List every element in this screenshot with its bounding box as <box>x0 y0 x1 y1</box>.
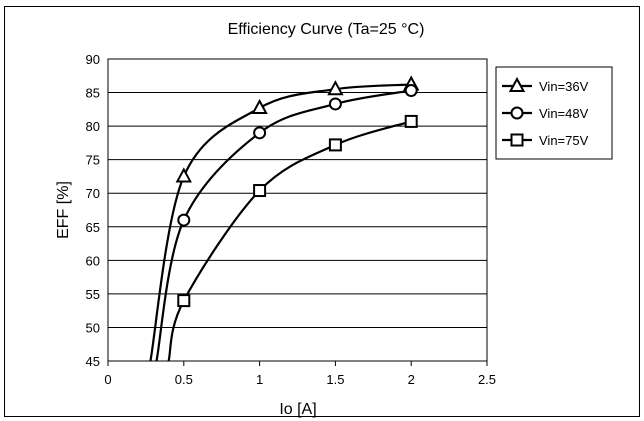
data-point-s3-2 <box>253 184 267 198</box>
y-tick-label-85: 85 <box>86 86 100 101</box>
x-tick-label-1: 1 <box>256 372 263 387</box>
x-tick-label-2: 2 <box>408 372 415 387</box>
y-tick-label-50: 50 <box>86 320 100 335</box>
data-point-s3-1 <box>177 294 191 308</box>
x-tick-label-0.5: 0.5 <box>175 372 193 387</box>
data-point-s2-1 <box>177 213 191 227</box>
y-tick-label-75: 75 <box>86 153 100 168</box>
grid-layer <box>108 58 487 362</box>
series-line-1 <box>149 83 412 362</box>
legend-marker-3 <box>510 133 524 147</box>
x-tick-label-2.5: 2.5 <box>478 372 496 387</box>
data-point-s2-3 <box>328 97 342 111</box>
series-line-2 <box>155 89 412 362</box>
y-tick-label-45: 45 <box>86 354 100 369</box>
series-line-3 <box>167 120 412 362</box>
legend-marker-1 <box>508 76 526 92</box>
data-point-s2-2 <box>253 126 267 140</box>
data-point-s2-4 <box>404 84 418 98</box>
legend: Vin=36V Vin=48V Vin=75V <box>495 66 613 160</box>
y-tick-label-70: 70 <box>86 186 100 201</box>
legend-label-2: Vin=48V <box>539 106 589 121</box>
x-tick-label-0: 0 <box>104 372 111 387</box>
axis-layer: 45 50 55 60 65 70 75 80 85 90 0 0.5 1 1.5 2 2.5 <box>86 52 497 387</box>
legend-label-3: Vin=75V <box>539 133 589 148</box>
y-tick-label-65: 65 <box>86 220 100 235</box>
data-point-s3-3 <box>328 138 342 152</box>
data-point-s1-2 <box>251 98 268 114</box>
legend-marker-2 <box>510 106 524 120</box>
chart-title: Efficiency Curve (Ta=25 °C) <box>228 21 425 38</box>
x-tick-label-1.5: 1.5 <box>326 372 344 387</box>
x-axis-label: Io [A] <box>279 401 316 418</box>
data-point-s1-3 <box>327 80 344 96</box>
series-layer <box>149 75 420 362</box>
y-tick-label-80: 80 <box>86 119 100 134</box>
y-tick-label-55: 55 <box>86 287 100 302</box>
plot-area-border <box>107 58 488 362</box>
y-tick-label-60: 60 <box>86 253 100 268</box>
data-point-s1-1 <box>175 167 192 183</box>
y-axis-label: EFF [%] <box>55 181 72 239</box>
y-tick-label-90: 90 <box>86 52 100 67</box>
data-point-s3-4 <box>404 114 418 128</box>
legend-label-1: Vin=36V <box>539 79 589 94</box>
